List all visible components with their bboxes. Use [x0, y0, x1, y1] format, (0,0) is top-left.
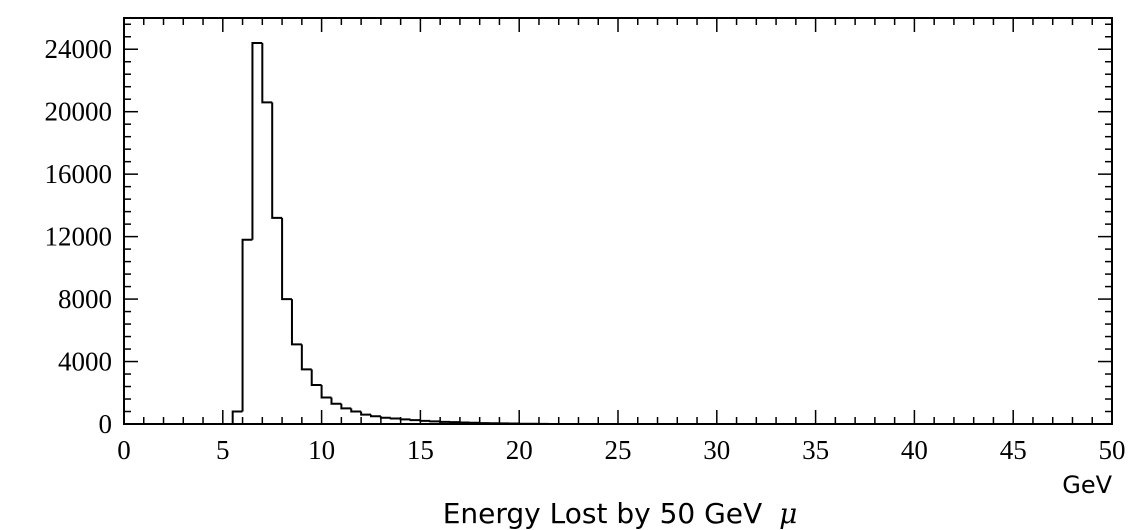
x-tick-label: 10: [308, 435, 335, 465]
x-tick-label: 40: [901, 435, 928, 465]
y-tick-label: 20000: [45, 97, 113, 127]
histogram-bin: [360, 411, 371, 416]
x-tick-label: 15: [407, 435, 434, 465]
x-tick-labels: 0 5 10 15 20 25 30 35 40 45 50: [117, 435, 1125, 465]
histogram-bin: [231, 410, 243, 424]
x-axis-label-text: Energy Lost by 50 GeV: [443, 497, 762, 530]
y-tick-labels: 0 4000 8000 12000 16000 20000 24000: [45, 34, 113, 439]
histogram-bin: [310, 369, 322, 386]
histogram-bin: [300, 344, 312, 371]
minor-ticks: [124, 18, 1112, 424]
histogram-series: [231, 41, 559, 425]
x-axis-label: Energy Lost by 50 GeV μ: [443, 497, 798, 530]
histogram-bin: [409, 419, 421, 422]
histogram-bin: [340, 403, 352, 410]
histogram-bin: [399, 418, 411, 421]
x-tick-label: 30: [703, 435, 730, 465]
histogram-bin: [320, 384, 332, 399]
y-tick-label: 16000: [45, 159, 113, 189]
histogram-bin: [261, 42, 273, 104]
x-tick-label: 5: [216, 435, 230, 465]
y-tick-label: 8000: [58, 284, 112, 314]
x-tick-label: 45: [1000, 435, 1027, 465]
x-tick-label: 0: [117, 435, 131, 465]
histogram-bin: [290, 299, 302, 346]
histogram-bin: [350, 408, 362, 413]
histogram-bin: [419, 419, 431, 422]
x-tick-label: 25: [605, 435, 632, 465]
histogram-bin: [281, 217, 292, 301]
y-tick-label: 4000: [58, 347, 112, 377]
histogram-bin: [251, 41, 263, 240]
x-tick-label: 50: [1099, 435, 1126, 465]
x-tick-label: 20: [506, 435, 533, 465]
histogram-bin: [330, 397, 342, 405]
plot-frame: [123, 17, 1113, 425]
histogram-bin: [271, 102, 283, 219]
x-tick-label: 35: [802, 435, 829, 465]
histogram-bin: [379, 416, 391, 419]
y-tick-label: 12000: [45, 222, 113, 252]
histogram-bin: [241, 238, 253, 412]
histogram-bin: [389, 417, 401, 420]
mu-symbol: μ: [779, 497, 797, 530]
major-ticks: [123, 18, 1113, 425]
y-tick-label: 0: [99, 409, 113, 439]
histogram-bin: [370, 414, 381, 418]
x-unit-label: GeV: [1062, 471, 1112, 499]
y-tick-label: 24000: [45, 34, 113, 64]
